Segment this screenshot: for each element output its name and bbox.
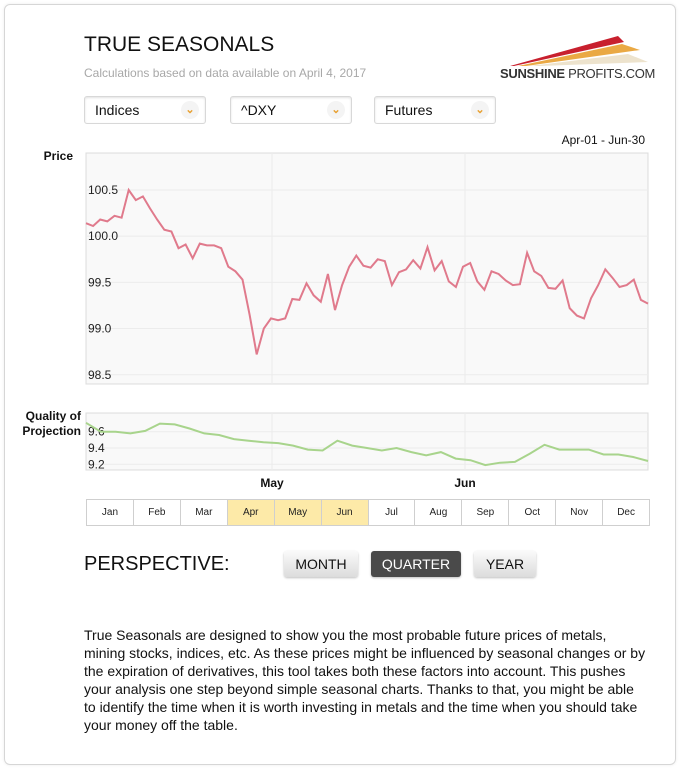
month-cell-dec[interactable]: Dec <box>603 500 650 525</box>
logo-text-rest: PROFITS.COM <box>564 66 656 81</box>
month-cell-sep[interactable]: Sep <box>462 500 510 525</box>
category-dropdown[interactable]: Indices ⌄ <box>84 96 206 124</box>
price-label: Price <box>43 149 73 163</box>
logo-streaks-icon <box>510 36 648 66</box>
quality-chart: 9.2 9.4 9.6 <box>85 412 649 471</box>
chevron-down-icon: ⌄ <box>471 101 489 119</box>
month-cell-jul[interactable]: Jul <box>368 500 416 525</box>
month-cell-oct[interactable]: Oct <box>509 500 557 525</box>
y-tick-label: 98.5 <box>88 368 112 382</box>
month-button[interactable]: MONTH <box>284 551 358 577</box>
series-line <box>85 421 649 467</box>
x-tick-may: May <box>260 476 284 490</box>
month-cell-apr[interactable]: Apr <box>227 500 275 525</box>
month-cell-mar[interactable]: Mar <box>180 500 228 525</box>
price-chart: 98.5 99.0 99.5 100.0 100.5 <box>85 152 649 385</box>
month-selector: Jan Feb Mar Apr May Jun Jul Aug Sep Oct Nov Dec <box>86 499 650 526</box>
description: True Seasonals are designed to show you … <box>84 627 646 733</box>
y-tick-label: 100.5 <box>88 183 118 197</box>
sunshine-profits-logo[interactable]: SUNSHINE PROFITS.COM <box>500 28 655 84</box>
type-dropdown[interactable]: Futures ⌄ <box>374 96 496 124</box>
x-tick-jun: Jun <box>454 476 476 490</box>
type-value: Futures <box>385 102 433 118</box>
plot-area <box>85 412 649 471</box>
y-tick-label: 99.0 <box>88 322 112 336</box>
date-range: Apr-01 - Jun-30 <box>561 133 645 147</box>
plot-area <box>85 152 649 385</box>
month-cell-jun[interactable]: Jun <box>321 500 369 525</box>
symbol-value: ^DXY <box>241 102 277 118</box>
quality-label: Quality of Projection <box>22 409 81 438</box>
y-tick-label: 9.2 <box>88 457 105 471</box>
chevron-down-icon: ⌄ <box>327 101 345 119</box>
y-tick-label: 100.0 <box>88 229 118 243</box>
perspective-label: PERSPECTIVE: <box>84 553 230 575</box>
month-cell-may[interactable]: May <box>274 500 322 525</box>
month-cell-feb[interactable]: Feb <box>133 500 181 525</box>
logo-text-bold: SUNSHINE <box>500 66 565 81</box>
page-title: TRUE SEASONALS <box>84 33 275 56</box>
month-cell-nov[interactable]: Nov <box>556 500 604 525</box>
series-line <box>85 187 649 355</box>
y-tick-label: 9.6 <box>88 425 105 439</box>
category-value: Indices <box>95 102 140 118</box>
y-tick-label: 99.5 <box>88 275 112 289</box>
year-button[interactable]: YEAR <box>474 551 536 577</box>
chevron-down-icon: ⌄ <box>181 101 199 119</box>
symbol-dropdown[interactable]: ^DXY ⌄ <box>230 96 352 124</box>
card <box>4 4 676 765</box>
data-date-note: Calculations based on data available on … <box>84 66 367 80</box>
month-cell-aug[interactable]: Aug <box>415 500 463 525</box>
month-cell-jan[interactable]: Jan <box>87 500 134 525</box>
y-tick-label: 9.4 <box>88 441 105 455</box>
quarter-button[interactable]: QUARTER <box>371 551 461 577</box>
